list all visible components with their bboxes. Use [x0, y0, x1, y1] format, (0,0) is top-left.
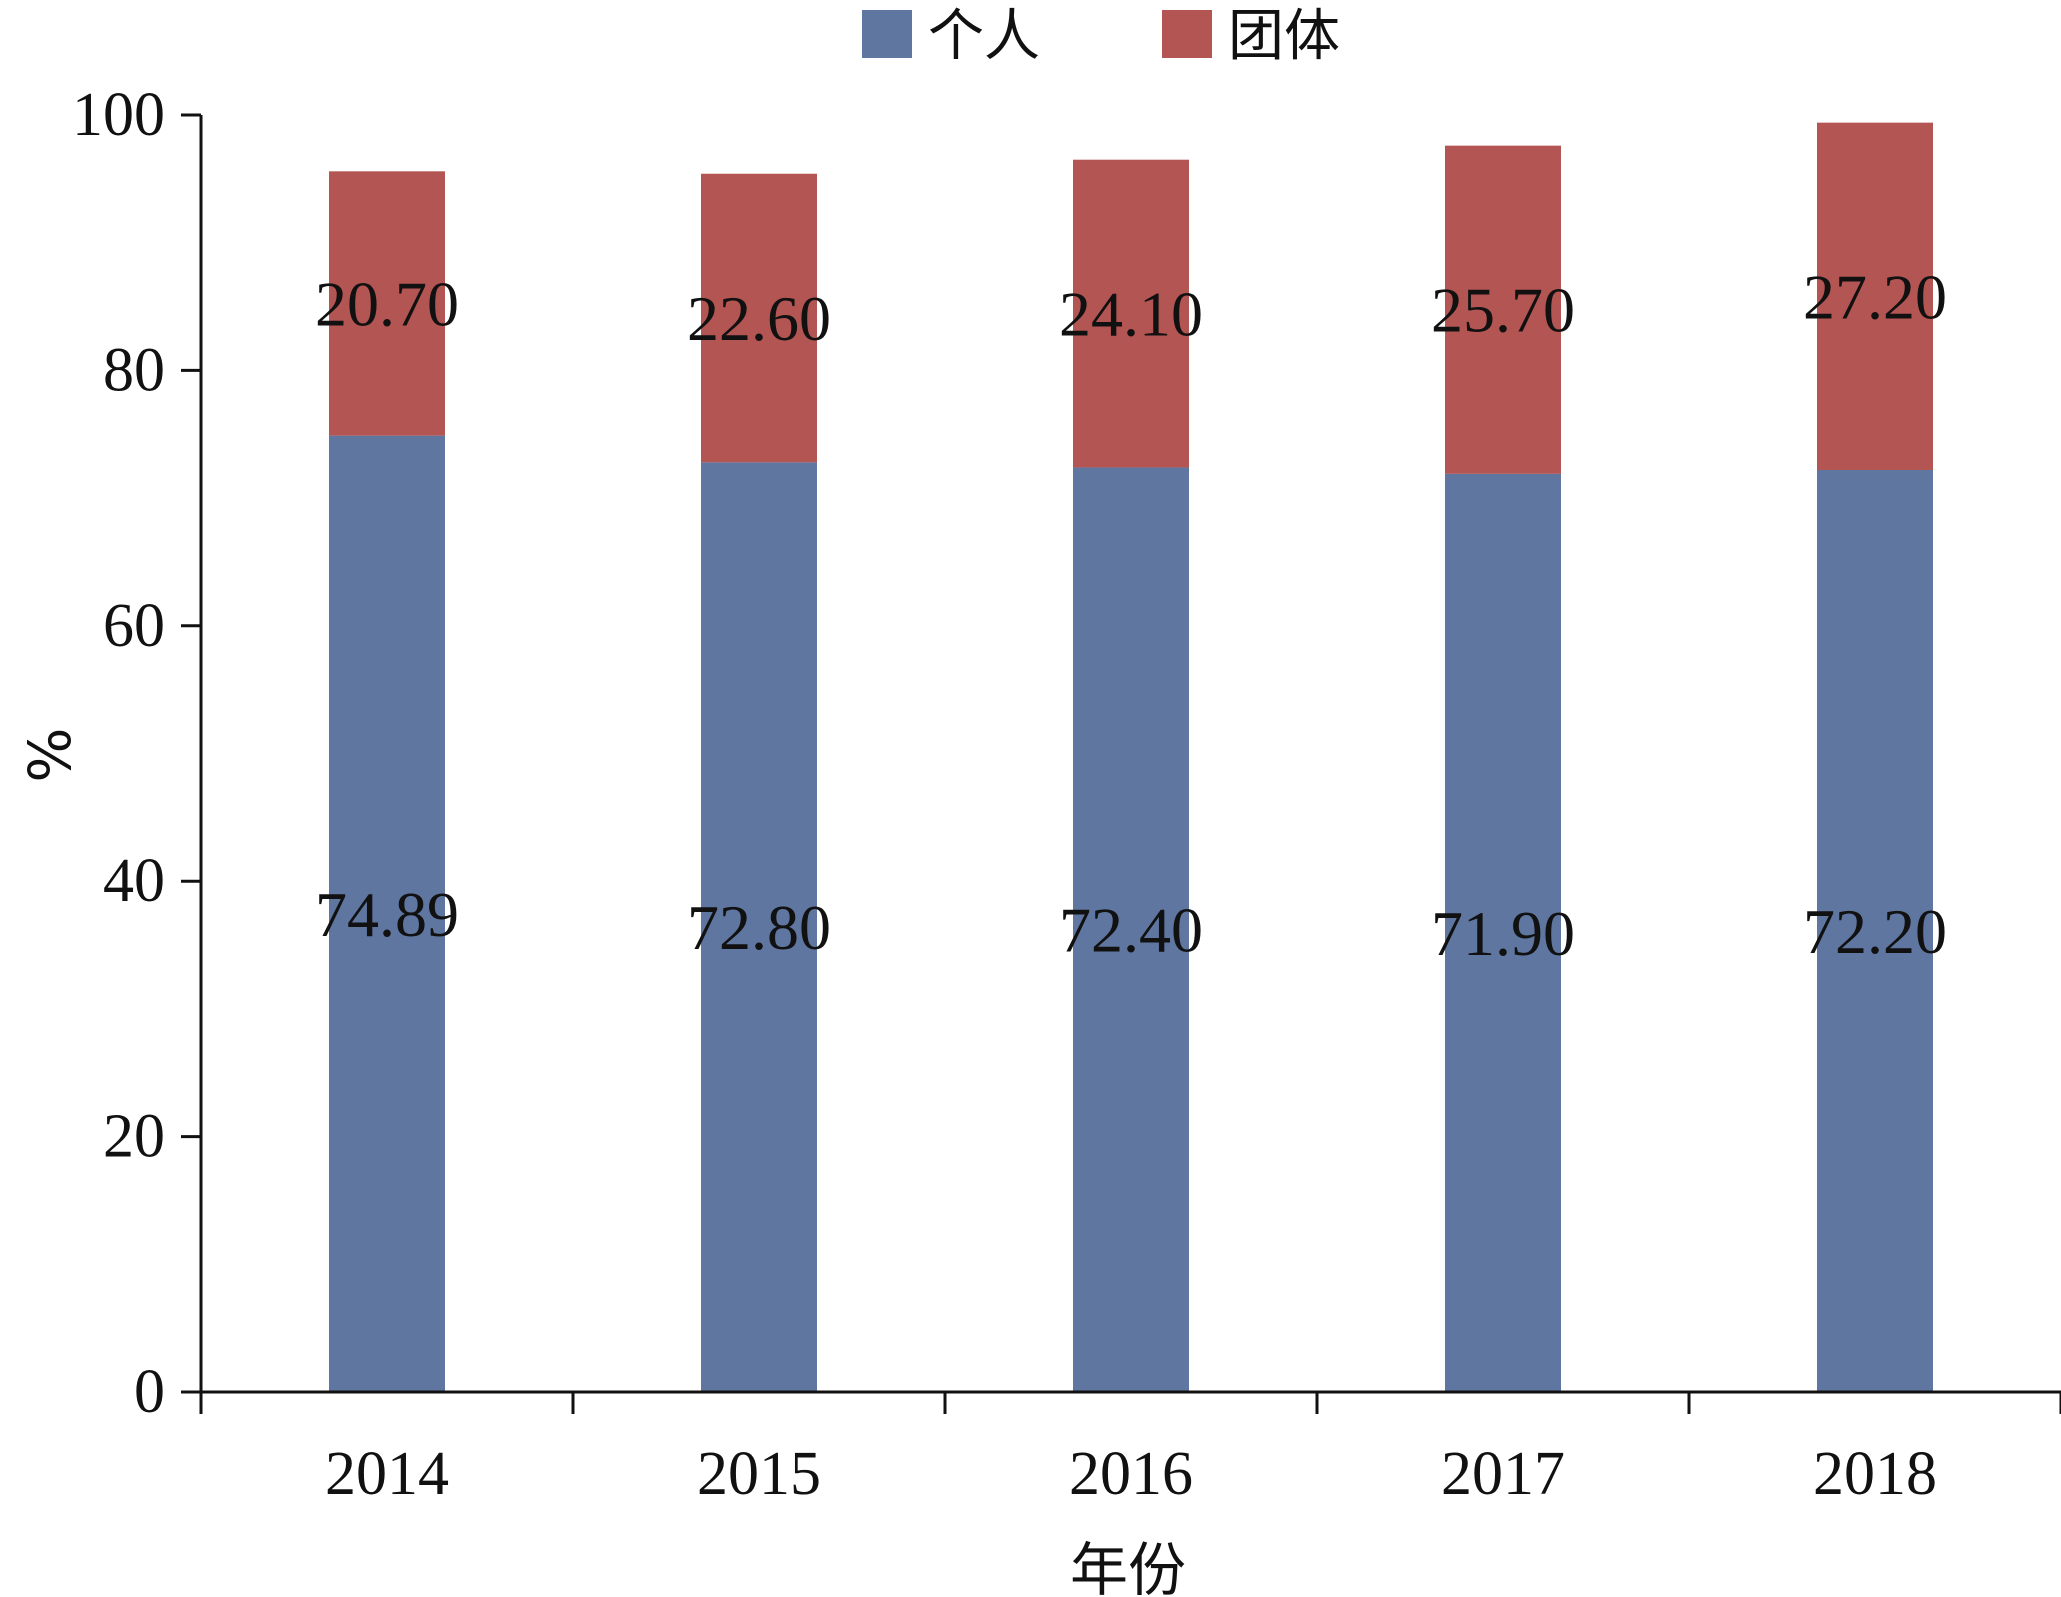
data-labels: 74.89 20.70 72.80 22.60 72.40 24.10 71.90 25.70…	[315, 261, 1947, 969]
y-tick-label-40: 40	[103, 847, 165, 915]
data-label-2018-团体: 27.20	[1803, 261, 1947, 332]
legend-label-团体: 团体	[1228, 4, 1340, 69]
x-tick-label-2018: 2018	[1813, 1440, 1937, 1508]
data-label-2017-个人: 71.90	[1431, 898, 1575, 969]
bar-2014-团体	[329, 171, 445, 436]
bar-2016-团体	[1073, 159, 1189, 468]
y-tick-label-100: 100	[72, 81, 165, 149]
bar-2017-个人	[1445, 473, 1561, 1392]
bar-2015-个人	[701, 462, 817, 1392]
data-label-2016-团体: 24.10	[1059, 279, 1203, 350]
legend-swatch-团体	[1162, 10, 1212, 58]
bars	[329, 122, 1933, 1393]
data-label-2015-个人: 72.80	[687, 892, 831, 963]
data-label-2017-团体: 25.70	[1431, 275, 1575, 346]
bar-2018-个人	[1817, 470, 1933, 1393]
legend: 个人 团体	[862, 4, 1340, 69]
data-label-2018-个人: 72.20	[1803, 896, 1947, 967]
data-label-2016-个人: 72.40	[1059, 895, 1203, 966]
legend-swatch-个人	[862, 10, 912, 58]
y-tick-label-20: 20	[103, 1103, 165, 1171]
data-label-2014-团体: 20.70	[315, 268, 459, 339]
x-axis-title: 年份	[1070, 1536, 1186, 1597]
y-tick-label-60: 60	[103, 592, 165, 660]
data-label-2014-个人: 74.89	[315, 879, 459, 950]
bar-2017-团体	[1445, 145, 1561, 474]
x-tick-label-2015: 2015	[697, 1440, 821, 1508]
bar-2018-团体	[1817, 122, 1933, 471]
bar-2014-个人	[329, 435, 445, 1393]
y-tick-label-80: 80	[103, 336, 165, 404]
y-axis-title: %	[14, 727, 82, 782]
axes: 0 20 40 60 80 100 2014 2015 2016 2017 2018	[72, 81, 2061, 1508]
x-tick-label-2017: 2017	[1441, 1440, 1565, 1508]
legend-label-个人: 个人	[928, 4, 1040, 69]
data-label-2015-团体: 22.60	[687, 283, 831, 354]
bar-2015-团体	[701, 173, 817, 463]
bar-2016-个人	[1073, 467, 1189, 1392]
x-tick-label-2014: 2014	[325, 1440, 449, 1508]
x-tick-label-2016: 2016	[1069, 1440, 1193, 1508]
y-tick-label-0: 0	[134, 1358, 165, 1426]
